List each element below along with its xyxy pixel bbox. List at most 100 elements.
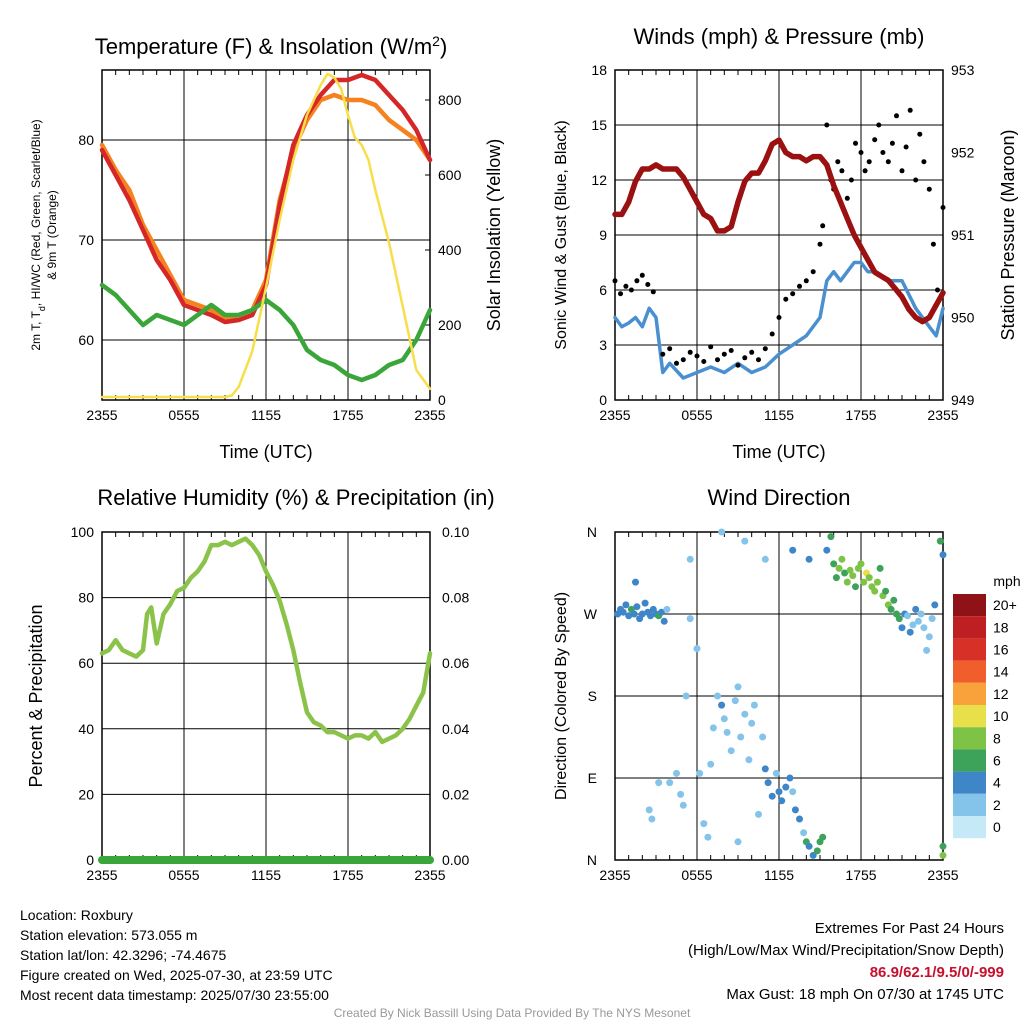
gust-point: [756, 357, 761, 363]
y2-tick-label: 953: [951, 62, 975, 78]
extremes-values: 86.9/62.1/9.5/0/-999: [869, 964, 1004, 981]
gust-point: [844, 195, 850, 201]
direction-point: [734, 683, 742, 691]
direction-point: [895, 615, 903, 623]
direction-point: [677, 790, 685, 798]
y-tick-label: 0: [86, 852, 94, 868]
gust-point: [876, 122, 882, 128]
direction-point: [805, 842, 813, 850]
y-tick-label: N: [587, 852, 597, 868]
direction-point: [843, 578, 851, 586]
legend-swatch: [953, 727, 986, 750]
direction-point: [789, 546, 797, 554]
gust-point: [899, 168, 905, 174]
x-tick-label: 0555: [168, 867, 199, 883]
direction-point: [750, 701, 758, 709]
legend-swatch: [953, 682, 986, 705]
gust-point: [835, 159, 841, 165]
legend-label: 6: [993, 753, 1001, 769]
recent-timestamp: Most recent data timestamp: 2025/07/30 2…: [20, 987, 329, 1003]
chart-title: Winds (mph) & Pressure (mb): [634, 24, 925, 49]
y-tick-label: E: [588, 770, 597, 786]
gust-point: [820, 223, 826, 229]
chart-title: Temperature (F) & Insolation (W/m2): [95, 33, 448, 59]
direction-point: [700, 820, 708, 828]
x-tick-label: 1155: [251, 407, 281, 423]
direction-point: [830, 560, 838, 568]
pressure-line: [612, 137, 946, 325]
legend-swatch: [953, 594, 986, 617]
gust-point: [701, 359, 707, 364]
legend-label: 2: [993, 797, 1001, 813]
direction-point: [718, 701, 726, 709]
direction-point: [846, 566, 854, 574]
direction-point: [709, 724, 717, 732]
y-tick-label: 60: [78, 332, 94, 348]
direction-point: [782, 783, 790, 791]
direction-point: [800, 829, 808, 837]
gust-point: [762, 346, 768, 352]
ylabel-rest: , HI/WC (Red, Green, Scarlet/Blue): [29, 119, 43, 306]
legend-swatch: [953, 793, 986, 816]
y-axis-title: Percent & Precipitation: [26, 604, 46, 787]
y-tick-label: 12: [591, 172, 607, 188]
direction-point: [835, 564, 843, 572]
direction-point: [727, 747, 735, 755]
y-axis-title-line2: & 9m T (Orange): [45, 190, 59, 280]
direction-point: [904, 612, 911, 620]
gust-point: [921, 159, 927, 165]
x-tick-label: 1155: [764, 407, 794, 423]
direction-point: [734, 838, 742, 846]
y2-tick-label: 0.10: [442, 524, 469, 540]
legend-swatch: [953, 771, 986, 794]
gust-point: [848, 177, 854, 183]
gust-point: [862, 168, 868, 174]
gust-point: [612, 278, 618, 284]
x-tick-label: 0555: [681, 407, 712, 423]
direction-point: [622, 601, 630, 609]
direction-point: [849, 572, 857, 580]
direction-point: [632, 578, 639, 586]
direction-point: [660, 617, 668, 625]
direction-point: [714, 692, 721, 700]
legend-swatch: [953, 660, 986, 683]
panel-2: 2355 0555 1155 1755 235503691215189499509519…: [591, 62, 974, 423]
x-tick-label: 2355: [414, 407, 445, 423]
direction-point: [775, 788, 783, 796]
y2-axis-title: Solar Insolation (Yellow): [484, 139, 504, 331]
direction-point: [755, 810, 762, 818]
gust-point: [715, 357, 720, 363]
direction-point: [791, 806, 799, 814]
direction-point: [707, 760, 715, 768]
direction-point: [658, 608, 665, 616]
direction-point: [748, 719, 756, 727]
direction-point: [873, 578, 881, 586]
station-location: Location: Roxbury: [20, 907, 133, 923]
direction-point: [852, 583, 859, 591]
gust-point: [721, 351, 727, 357]
gust-point: [660, 351, 666, 357]
direction-point: [704, 833, 712, 841]
gust-point: [824, 122, 830, 128]
gust-point: [894, 113, 899, 119]
gust-point: [810, 269, 816, 275]
direction-point: [819, 833, 827, 841]
direction-point: [723, 728, 731, 736]
direction-point: [871, 587, 879, 595]
gust-point: [872, 137, 878, 143]
direction-point: [718, 528, 726, 536]
y-tick-label: 70: [78, 232, 94, 248]
x-tick-label: 1155: [764, 867, 794, 883]
direction-point: [741, 537, 749, 545]
extremes-fields: (High/Low/Max Wind/Precipitation/Snow De…: [688, 942, 1004, 959]
y-tick-label: 100: [71, 524, 95, 540]
direction-point: [939, 842, 947, 850]
gust-point: [634, 278, 640, 284]
gust-point: [853, 140, 858, 146]
direction-point: [906, 628, 914, 636]
gust-point: [790, 291, 796, 297]
x-tick-label: 2355: [927, 867, 958, 883]
station-latlon: Station lat/lon: 42.3296; -74.4675: [20, 947, 227, 963]
gust-point: [694, 353, 700, 359]
